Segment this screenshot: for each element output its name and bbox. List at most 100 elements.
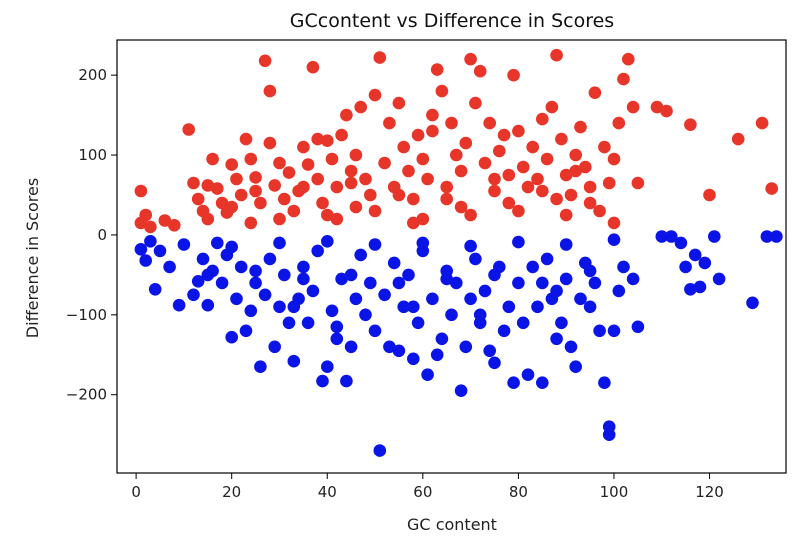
data-point-1-102 (655, 230, 669, 243)
data-point-1-119 (392, 276, 406, 290)
data-point-1-82 (540, 252, 554, 266)
data-point-0-120 (321, 208, 334, 222)
data-point-0-59 (430, 63, 444, 76)
data-point-0-116 (536, 184, 549, 198)
data-point-0-55 (411, 128, 425, 142)
data-point-1-44 (359, 308, 372, 322)
data-point-0-73 (497, 128, 511, 142)
data-point-1-26 (273, 300, 286, 314)
data-point-1-84 (550, 332, 563, 346)
data-point-0-4 (158, 214, 172, 227)
data-point-0-48 (378, 156, 391, 170)
data-point-0-58 (426, 108, 439, 122)
data-point-1-69 (478, 284, 492, 298)
data-point-1-22 (254, 360, 267, 374)
data-point-0-32 (306, 60, 320, 74)
data-point-0-11 (211, 182, 224, 195)
data-point-0-51 (392, 96, 406, 110)
data-point-1-133 (330, 320, 344, 334)
data-point-1-121 (488, 268, 501, 282)
data-point-0-112 (344, 176, 358, 190)
y-tick-label: 0 (97, 226, 107, 244)
data-point-1-103 (665, 230, 678, 243)
data-point-1-124 (225, 240, 238, 254)
data-point-0-57 (421, 172, 434, 186)
y-tick-label: 200 (78, 66, 107, 84)
data-point-1-107 (688, 248, 702, 262)
data-point-1-11 (201, 298, 215, 312)
data-point-0-35 (321, 134, 334, 147)
data-point-1-4 (153, 244, 167, 258)
data-point-1-31 (297, 260, 310, 274)
data-point-1-100 (626, 272, 640, 286)
data-point-0-42 (349, 200, 363, 214)
data-point-0-31 (301, 158, 315, 171)
data-point-1-43 (354, 248, 368, 262)
data-point-0-88 (569, 148, 582, 162)
chart-title: GCcontent vs Difference in Scores (290, 10, 614, 32)
data-point-0-40 (344, 164, 358, 178)
x-tick-label: 40 (318, 483, 337, 501)
data-point-1-62 (445, 308, 458, 322)
data-point-0-46 (368, 88, 382, 102)
data-point-0-136 (244, 216, 258, 230)
data-point-1-55 (411, 316, 425, 330)
data-point-1-46 (368, 324, 382, 338)
data-point-0-12 (215, 196, 229, 210)
data-point-1-136 (550, 284, 563, 298)
data-point-0-103 (660, 104, 673, 118)
data-point-0-78 (521, 180, 535, 194)
data-point-0-18 (244, 152, 258, 166)
data-point-1-3 (148, 283, 162, 296)
data-point-1-114 (770, 230, 783, 243)
data-point-0-67 (469, 96, 482, 110)
data-point-1-70 (483, 344, 497, 358)
data-point-1-88 (569, 360, 582, 374)
data-point-0-21 (258, 54, 272, 68)
data-point-0-99 (622, 52, 635, 66)
data-point-1-109 (698, 256, 712, 270)
data-point-1-137 (287, 300, 301, 314)
data-point-1-57 (421, 368, 434, 382)
data-point-0-36 (325, 152, 339, 166)
data-point-1-16 (225, 330, 238, 344)
data-point-1-99 (617, 260, 630, 274)
data-point-1-19 (239, 324, 253, 338)
data-point-0-19 (249, 171, 262, 184)
data-point-0-86 (559, 168, 573, 182)
data-point-0-124 (512, 204, 525, 218)
data-point-0-135 (550, 192, 563, 206)
data-point-0-7 (187, 176, 200, 190)
x-tick-label: 60 (413, 483, 432, 501)
data-point-1-7 (177, 238, 191, 251)
data-point-0-17 (239, 132, 253, 146)
data-point-0-24 (268, 179, 282, 192)
data-point-1-52 (397, 300, 411, 314)
data-point-1-51 (392, 344, 406, 358)
data-point-0-107 (755, 116, 769, 130)
data-point-0-65 (459, 136, 473, 150)
plot-area (116, 39, 787, 474)
data-point-1-113 (760, 230, 774, 243)
data-point-1-73 (497, 324, 511, 338)
data-point-0-113 (392, 188, 406, 202)
y-axis-label: Difference in Scores (23, 178, 42, 338)
data-point-1-91 (583, 300, 597, 314)
data-point-0-102 (650, 100, 664, 114)
data-point-0-6 (182, 123, 195, 136)
data-point-1-60 (435, 332, 449, 346)
data-point-0-70 (483, 116, 497, 130)
data-point-0-66 (464, 52, 477, 66)
data-point-1-117 (297, 272, 310, 286)
data-point-0-100 (626, 100, 640, 114)
data-point-1-50 (387, 256, 401, 270)
data-point-1-58 (426, 292, 439, 306)
data-point-0-132 (330, 212, 344, 226)
data-point-1-40 (340, 374, 353, 388)
data-point-0-93 (593, 204, 606, 218)
data-point-0-85 (555, 132, 568, 146)
data-point-1-98 (612, 284, 626, 298)
data-point-1-38 (330, 332, 344, 346)
data-point-0-16 (234, 188, 248, 202)
